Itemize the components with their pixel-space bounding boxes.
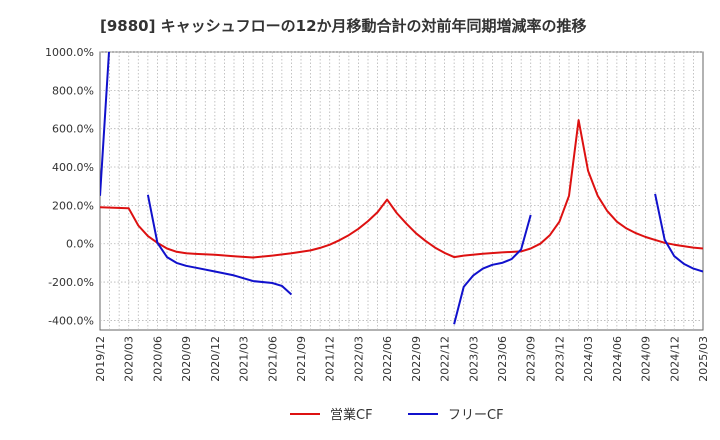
plot-frame: [99, 51, 704, 331]
x-tick-label: 2024/09: [640, 336, 653, 382]
x-tick-label: 2021/03: [238, 336, 251, 382]
series-フリーCF: [100, 52, 703, 325]
x-tick-label: 2022/12: [439, 336, 452, 382]
x-tick-label: 2021/12: [324, 336, 337, 382]
legend-label: フリーCF: [448, 408, 504, 423]
x-tick-label: 2023/12: [553, 336, 566, 382]
grid-layer: [100, 51, 703, 330]
y-tick-label: 1000.0%: [45, 46, 94, 59]
y-tick-label: 600.0%: [52, 123, 94, 136]
x-tick-label: 2024/06: [611, 336, 624, 382]
x-tick-label: 2019/12: [94, 336, 107, 382]
series-営業CF: [100, 119, 703, 259]
x-tick-label: 2022/09: [410, 336, 423, 382]
x-tick-label: 2023/09: [525, 336, 538, 382]
series-line: [100, 119, 703, 259]
legend-label: 営業CF: [330, 407, 373, 423]
y-axis: -400.0% -200.0% 0.0% 200.0% 400.0% 600.0% 800.…: [45, 46, 94, 327]
x-tick-label: 2024/12: [668, 336, 681, 382]
x-tick-label: 2023/03: [467, 336, 480, 382]
x-tick-label: 2020/09: [180, 336, 193, 382]
x-tick-label: 2023/06: [496, 336, 509, 382]
y-tick-label: 0.0%: [66, 238, 94, 251]
y-tick-label: -200.0%: [48, 276, 94, 289]
x-tick-label: 2022/03: [352, 336, 365, 382]
y-tick-label: 800.0%: [52, 84, 94, 97]
x-tick-label: 2020/06: [151, 336, 164, 382]
y-tick-label: -400.0%: [48, 314, 94, 327]
x-axis: 2019/12 2020/03 2020/06 2020/09 2020/12 2021/…: [94, 336, 710, 382]
x-tick-label: 2021/06: [266, 336, 279, 382]
y-tick-label: 400.0%: [52, 161, 94, 174]
x-tick-label: 2020/03: [123, 336, 136, 382]
x-tick-label: 2021/09: [295, 336, 308, 382]
x-tick-label: 2020/12: [209, 336, 222, 382]
series-line: [453, 214, 532, 325]
x-tick-label: 2025/03: [697, 336, 710, 382]
series-layer: [100, 52, 703, 325]
series-line: [654, 193, 703, 273]
x-tick-label: 2022/06: [381, 336, 394, 382]
y-tick-label: 200.0%: [52, 199, 94, 212]
chart-title: [9880] キャッシュフローの12か月移動合計の対前年同期増減率の推移: [100, 17, 587, 35]
series-line: [146, 194, 293, 296]
series-line: [100, 52, 111, 196]
x-tick-label: 2024/03: [582, 336, 595, 382]
legend: 営業CF フリーCF: [290, 407, 504, 423]
